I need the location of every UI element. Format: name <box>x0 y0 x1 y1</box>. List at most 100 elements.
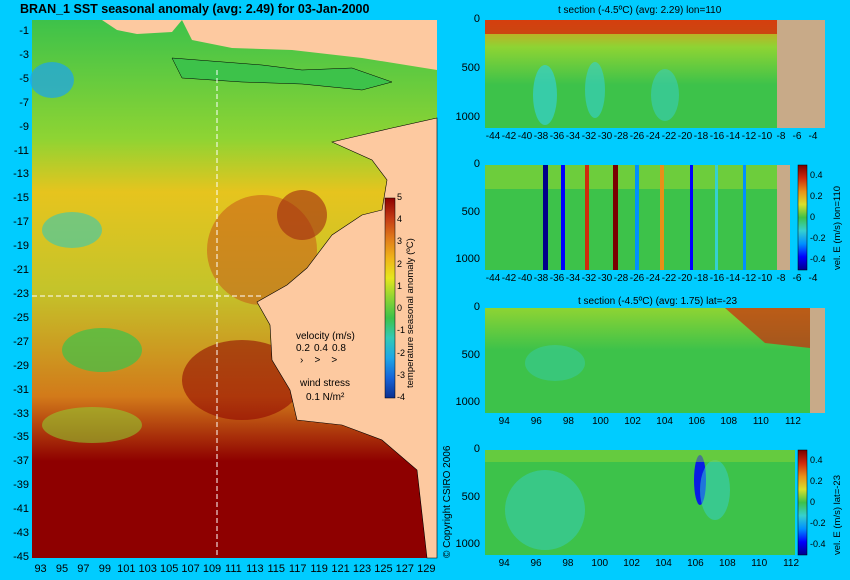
panel-x-tick: -12 <box>741 131 757 142</box>
vel-colorbar-tick: 0 <box>810 211 816 222</box>
vel-colorbar-lon <box>797 164 808 271</box>
sumatra-land <box>102 20 182 34</box>
panel-x-tick: -38 <box>533 273 549 284</box>
panel-x-tick: -18 <box>693 273 709 284</box>
vel-section-lat-plot <box>485 450 795 555</box>
panel-x-tick: -44 <box>485 131 501 142</box>
cold-anomaly-patch <box>30 62 74 98</box>
map-x-tick: 109 <box>202 563 222 575</box>
sst-colorbar-tick: 2 <box>397 258 403 269</box>
map-x-tick: 127 <box>395 563 415 575</box>
panel-x-tick: -16 <box>709 273 725 284</box>
velocity-legend-value-2: 0.8 <box>332 343 346 354</box>
t-section-lon-plot <box>485 20 825 128</box>
velocity-legend-value-1: 0.4 <box>314 343 328 354</box>
cool-anomaly-patch <box>42 212 102 248</box>
panel-x-tick: -32 <box>581 273 597 284</box>
panel-x-tick: -28 <box>613 131 629 142</box>
panel-x-tick: -42 <box>501 273 517 284</box>
map-x-tick: 119 <box>310 563 328 575</box>
panel-x-tick: 98 <box>562 558 574 569</box>
map-y-tick: -23 <box>13 287 29 300</box>
vel-colorbar-tick: 0 <box>810 496 816 507</box>
map-x-tick: 105 <box>159 563 179 575</box>
cool-anomaly-patch <box>62 328 142 372</box>
panel-y-tick: 500 <box>461 205 480 218</box>
panel-y-tick: 0 <box>473 13 480 25</box>
panel-x-tick: -44 <box>485 273 501 284</box>
map-y-tick: -37 <box>13 455 29 468</box>
panel-x-tick: 104 <box>656 416 673 427</box>
map-x-tick: 125 <box>374 563 393 575</box>
velocity-arrow-icons: › > > <box>300 355 338 366</box>
vel-colorbar-lat <box>797 449 808 556</box>
panel-y-tick: 1000 <box>455 538 480 551</box>
sst-colorbar-tick: -2 <box>397 347 406 358</box>
map-y-tick: -21 <box>13 264 29 277</box>
panel-x-tick: -6 <box>792 131 802 142</box>
map-y-tick: -35 <box>13 431 29 444</box>
map-y-tick: -33 <box>13 407 29 420</box>
panel-x-tick: -32 <box>581 131 597 142</box>
map-y-tick: -11 <box>13 144 29 157</box>
panel-x-tick: -30 <box>597 273 613 284</box>
panel-x-tick: -34 <box>565 273 581 284</box>
map-x-tick: 93 <box>34 563 47 575</box>
panel-x-tick: 94 <box>498 558 510 569</box>
panel-x-tick: -34 <box>565 131 581 142</box>
panel-x-tick: -30 <box>597 131 613 142</box>
vel-section-lon-plot <box>485 165 790 270</box>
panel-x-tick: 106 <box>688 416 706 427</box>
panel-x-tick: -4 <box>808 131 818 142</box>
map-y-tick: -3 <box>19 48 29 61</box>
vel-colorbar-tick: 0.4 <box>810 454 823 465</box>
vel-colorbar-lat-label: vel. E (m/s) lat=-23 <box>832 475 843 555</box>
map-y-tick: -17 <box>13 216 29 229</box>
t-section-lat-title: t section (-4.5ºC) (avg: 1.75) lat=-23 <box>578 296 737 307</box>
land-mask <box>777 20 825 128</box>
panel-x-tick: 106 <box>687 558 704 569</box>
panel-x-tick: 112 <box>783 558 800 569</box>
vel-colorbar-tick: 0.2 <box>810 475 823 486</box>
map-x-tick: 117 <box>288 563 307 575</box>
vel-colorbar-tick: 0.2 <box>810 190 823 201</box>
panel-x-tick: -8 <box>776 131 786 142</box>
panel-x-tick: -42 <box>501 131 517 142</box>
wind-legend-label: wind stress <box>300 378 351 389</box>
panel-x-tick: 112 <box>784 416 801 427</box>
panel-x-tick: -24 <box>645 131 661 142</box>
map-x-tick: 97 <box>77 563 90 575</box>
map-y-tick: -7 <box>19 96 29 109</box>
map-y-tick: -1 <box>19 24 29 37</box>
panel-x-tick: 100 <box>591 558 609 569</box>
map-y-tick: -31 <box>13 383 29 396</box>
sst-colorbar <box>384 197 396 399</box>
panel-y-tick: 1000 <box>455 396 480 409</box>
sst-colorbar-tick: -1 <box>397 325 406 336</box>
panel-x-tick: -12 <box>741 273 757 284</box>
map-y-tick: -43 <box>13 527 29 540</box>
panel-x-tick: -14 <box>725 273 741 284</box>
panel-x-tick: -26 <box>629 131 645 142</box>
map-title: BRAN_1 SST seasonal anomaly (avg: 2.49) … <box>20 2 370 16</box>
panel-x-tick: -26 <box>629 273 645 284</box>
map-x-tick: 115 <box>267 563 286 575</box>
velocity-legend-label: velocity (m/s) <box>296 331 355 342</box>
map-y-tick: -15 <box>13 192 29 205</box>
panel-x-tick: -24 <box>645 273 661 284</box>
vel-colorbar-tick: -0.4 <box>810 253 826 264</box>
panel-x-tick: 108 <box>718 558 736 569</box>
panel-x-tick: -20 <box>677 131 693 142</box>
map-x-tick: 111 <box>225 563 242 575</box>
panel-x-tick: 94 <box>498 416 510 427</box>
map-x-tick: 123 <box>352 563 372 575</box>
t-section-lon-title: t section (-4.5ºC) (avg: 2.29) lon=110 <box>558 5 722 16</box>
map-y-tick: -9 <box>19 120 29 133</box>
panel-x-tick: 96 <box>530 416 542 427</box>
map-y-tick: -13 <box>13 168 29 181</box>
map-y-tick: -19 <box>13 240 29 253</box>
cool-anomaly-patch <box>42 407 142 443</box>
panel-y-tick: 0 <box>473 158 480 170</box>
map-x-tick: 99 <box>98 563 111 575</box>
java-land <box>171 57 393 91</box>
